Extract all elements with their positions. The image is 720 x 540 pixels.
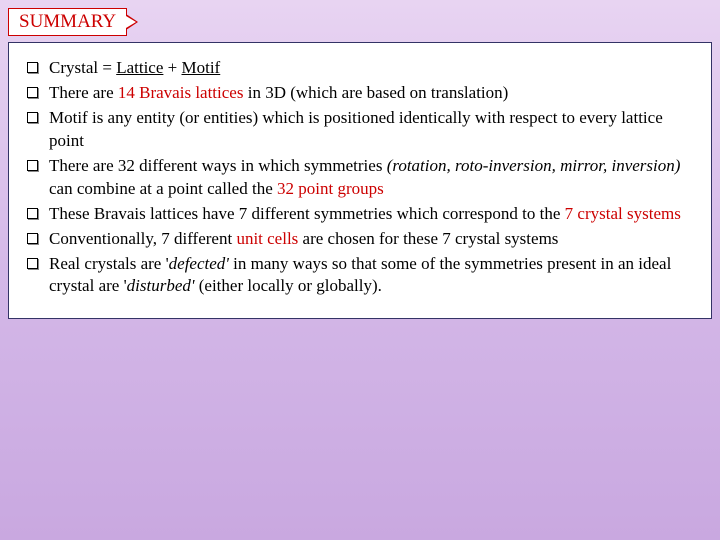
bullet-text: Crystal = Lattice + Motif [49,57,693,80]
text-run: Crystal = [49,58,116,77]
bullet-text: Motif is any entity (or entities) which … [49,107,693,153]
square-bullet-icon [27,208,38,219]
bullet-text: There are 14 Bravais lattices in 3D (whi… [49,82,693,105]
text-run: Motif is any entity (or entities) which … [49,108,663,150]
list-item: Motif is any entity (or entities) which … [27,107,693,153]
bullet-text: Conventionally, 7 different unit cells a… [49,228,693,251]
text-run-lattice: Lattice [116,58,163,77]
list-item: There are 32 different ways in which sym… [27,155,693,201]
text-run: (either locally or globally). [195,276,382,295]
text-run: Conventionally, 7 different [49,229,236,248]
text-run: There are [49,83,118,102]
text-run-disturbed: disturbed' [127,276,195,295]
square-bullet-icon [27,112,38,123]
text-run: There are 32 different ways in which sym… [49,156,387,175]
summary-badge: SUMMARY [8,8,127,36]
square-bullet-icon [27,160,38,171]
text-run-unit-cells: unit cells [236,229,298,248]
bullet-text: Real crystals are 'defected' in many way… [49,253,693,299]
text-run: in 3D (which are based on translation) [243,83,508,102]
text-run: Real crystals are ' [49,254,169,273]
square-bullet-icon [27,258,38,269]
bullet-text: These Bravais lattices have 7 different … [49,203,693,226]
text-run: can combine at a point called the [49,179,277,198]
text-run: + [163,58,181,77]
text-run: are chosen for these 7 crystal systems [298,229,558,248]
list-item: These Bravais lattices have 7 different … [27,203,693,226]
square-bullet-icon [27,62,38,73]
text-run-crystal-systems: 7 crystal systems [565,204,681,223]
summary-title: SUMMARY [19,11,116,32]
text-run-defected: defected' [169,254,229,273]
square-bullet-icon [27,87,38,98]
text-run-motif: Motif [182,58,221,77]
bullet-list: Crystal = Lattice + Motif There are 14 B… [27,57,693,298]
list-item: Crystal = Lattice + Motif [27,57,693,80]
text-run-point-groups: 32 point groups [277,179,384,198]
bullet-text: There are 32 different ways in which sym… [49,155,693,201]
text-run: These Bravais lattices have 7 different … [49,204,565,223]
text-run-bravais: 14 Bravais lattices [118,83,244,102]
list-item: Conventionally, 7 different unit cells a… [27,228,693,251]
list-item: Real crystals are 'defected' in many way… [27,253,693,299]
list-item: There are 14 Bravais lattices in 3D (whi… [27,82,693,105]
text-run-symmetries: (rotation, roto-inversion, mirror, inver… [387,156,681,175]
square-bullet-icon [27,233,38,244]
content-box: Crystal = Lattice + Motif There are 14 B… [8,42,712,319]
